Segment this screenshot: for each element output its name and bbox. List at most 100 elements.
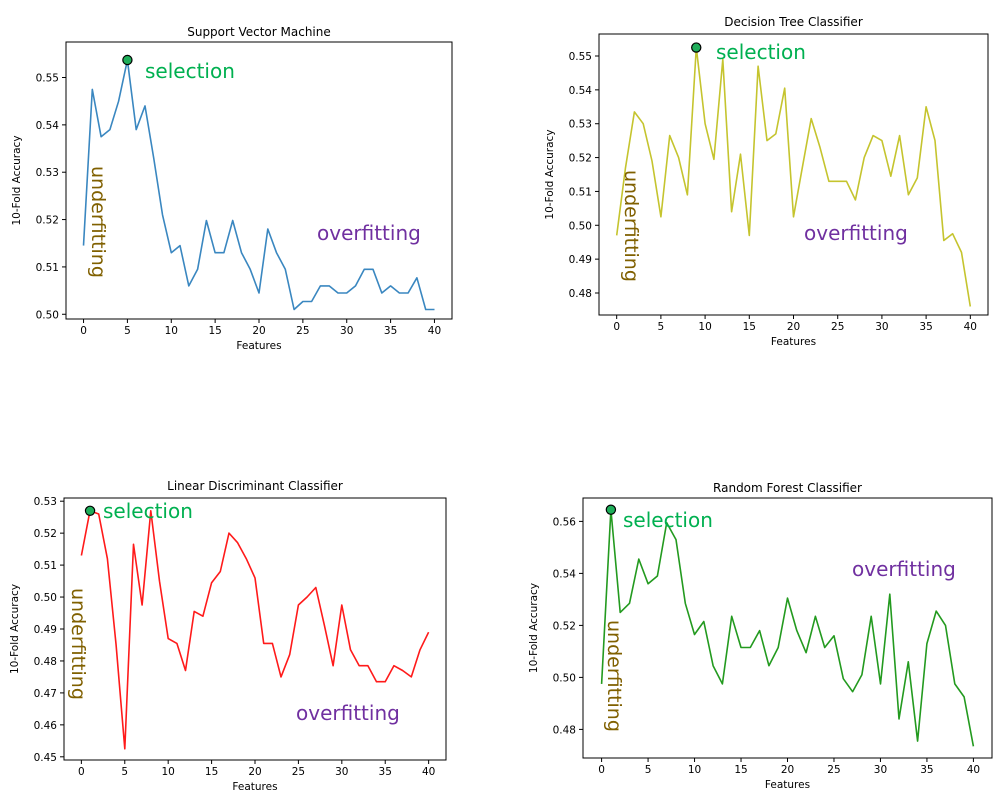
overfitting-annotation: overfitting xyxy=(296,701,400,725)
selection-annotation: selection xyxy=(145,59,235,83)
y-tick-label: 0.53 xyxy=(569,119,592,131)
chart-panel-3: Linear Discriminant Classifier 0 5 10 15 20 25… xyxy=(9,479,447,793)
x-tick-label: 10 xyxy=(161,766,174,778)
x-tick-label: 40 xyxy=(422,766,435,778)
underfitting-annotation: underfitting xyxy=(87,166,109,278)
overfitting-annotation: overfitting xyxy=(804,221,908,245)
y-tick-label: 0.51 xyxy=(36,262,59,274)
x-tick-label: 5 xyxy=(124,325,131,337)
series-line xyxy=(82,59,435,311)
underfitting-annotation: underfitting xyxy=(603,620,625,732)
x-tick-label: 30 xyxy=(875,321,888,333)
x-tick-label: 30 xyxy=(340,325,353,337)
y-tick-label: 0.52 xyxy=(36,215,59,227)
x-tick-label: 0 xyxy=(80,325,87,337)
y-tick-label: 0.48 xyxy=(34,656,57,668)
y-tick-label: 0.50 xyxy=(569,220,592,232)
y-axis-label: 10-Fold Accuracy xyxy=(9,584,21,674)
y-tick-label: 0.54 xyxy=(36,120,60,132)
plot-frame xyxy=(598,33,989,316)
x-tick-label: 40 xyxy=(428,325,441,337)
chart-title: Decision Tree Classifier xyxy=(724,15,863,29)
selection-marker xyxy=(691,42,702,53)
x-tick-label: 25 xyxy=(827,764,840,776)
x-tick-label: 5 xyxy=(121,766,128,778)
x-tick-label: 35 xyxy=(920,764,933,776)
x-tick-label: 35 xyxy=(379,766,392,778)
x-tick-label: 0 xyxy=(78,766,85,778)
x-tick-label: 20 xyxy=(787,321,800,333)
x-tick-label: 30 xyxy=(874,764,887,776)
x-tick-label: 15 xyxy=(208,325,221,337)
y-tick-label: 0.51 xyxy=(34,560,57,572)
y-axis-label: 10-Fold Accuracy xyxy=(544,129,556,219)
y-tick-label: 0.56 xyxy=(553,516,577,528)
y-tick-label: 0.51 xyxy=(569,186,592,198)
x-tick-label: 20 xyxy=(248,766,261,778)
x-tick-label: 15 xyxy=(205,766,218,778)
chart-title: Linear Discriminant Classifier xyxy=(167,479,343,493)
x-tick-label: 10 xyxy=(698,321,711,333)
x-tick-label: 25 xyxy=(831,321,844,333)
x-tick-label: 5 xyxy=(658,321,665,333)
y-tick-label: 0.45 xyxy=(34,752,57,764)
underfitting-annotation: underfitting xyxy=(67,588,89,700)
x-tick-label: 0 xyxy=(613,321,620,333)
selection-marker xyxy=(122,54,133,66)
x-tick-label: 20 xyxy=(252,325,265,337)
y-tick-label: 0.46 xyxy=(34,720,58,732)
y-tick-label: 0.55 xyxy=(569,51,592,63)
chart-panel-4: Random Forest Classifier 0 5 10 15 20 25 30 35 40… xyxy=(528,481,993,791)
y-tick-label: 0.54 xyxy=(569,85,593,97)
chart-panel-1: Support Vector Machine 0 5 10 15 20 25 30 35 40 0.… xyxy=(11,25,453,352)
selection-annotation: selection xyxy=(716,40,806,64)
chart-title: Support Vector Machine xyxy=(187,25,331,39)
y-tick-label: 0.49 xyxy=(569,254,592,266)
x-axis-label: Features xyxy=(771,336,816,348)
x-tick-label: 0 xyxy=(598,764,605,776)
overfitting-annotation: overfitting xyxy=(317,221,421,245)
series-line xyxy=(615,46,972,307)
y-tick-label: 0.49 xyxy=(34,624,57,636)
x-tick-label: 5 xyxy=(645,764,652,776)
x-tick-label: 15 xyxy=(734,764,747,776)
x-axis-label: Features xyxy=(236,340,281,352)
y-tick-label: 0.48 xyxy=(553,724,576,736)
x-axis-label: Features xyxy=(232,781,277,793)
y-tick-label: 0.54 xyxy=(553,568,577,580)
x-tick-label: 15 xyxy=(743,321,756,333)
y-tick-label: 0.47 xyxy=(34,688,57,700)
y-tick-label: 0.50 xyxy=(36,309,59,321)
y-tick-label: 0.52 xyxy=(569,153,592,165)
x-tick-label: 20 xyxy=(781,764,794,776)
y-tick-label: 0.55 xyxy=(36,73,59,85)
selection-annotation: selection xyxy=(103,499,193,523)
x-tick-label: 35 xyxy=(919,321,932,333)
underfitting-annotation: underfitting xyxy=(620,170,642,282)
selection-annotation: selection xyxy=(623,508,713,532)
y-tick-label: 0.50 xyxy=(34,592,57,604)
selection-marker xyxy=(84,505,96,516)
x-tick-label: 30 xyxy=(335,766,348,778)
plot-frame xyxy=(65,41,453,320)
y-tick-label: 0.48 xyxy=(569,288,592,300)
series-line xyxy=(80,509,430,750)
x-tick-label: 25 xyxy=(292,766,305,778)
y-tick-label: 0.53 xyxy=(34,496,57,508)
x-axis-label: Features xyxy=(765,779,810,791)
y-tick-label: 0.52 xyxy=(34,528,57,540)
x-tick-label: 10 xyxy=(688,764,701,776)
x-tick-label: 35 xyxy=(384,325,397,337)
x-tick-label: 40 xyxy=(964,321,977,333)
overfitting-annotation: overfitting xyxy=(852,557,956,581)
y-tick-label: 0.53 xyxy=(36,167,59,179)
y-tick-label: 0.50 xyxy=(553,672,576,684)
y-axis-label: 10-Fold Accuracy xyxy=(11,135,23,225)
chart-panel-2: Decision Tree Classifier 0 5 10 15 20 25 30 35 40… xyxy=(544,15,989,348)
series-line xyxy=(600,508,975,747)
x-tick-label: 25 xyxy=(296,325,309,337)
y-tick-label: 0.52 xyxy=(553,620,576,632)
selection-marker xyxy=(605,504,617,515)
chart-title: Random Forest Classifier xyxy=(713,481,862,495)
